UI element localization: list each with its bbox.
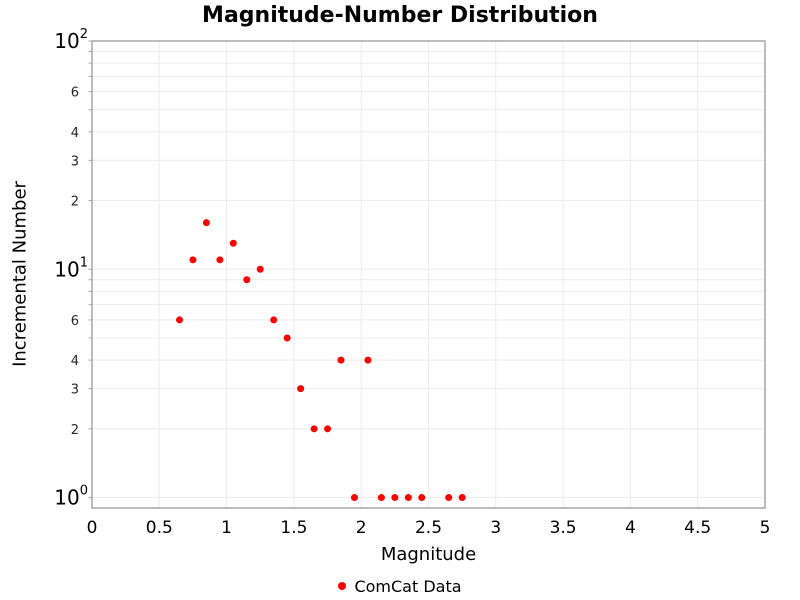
data-point [404, 494, 412, 502]
data-point [243, 276, 251, 284]
data-point [458, 494, 466, 502]
data-point [445, 494, 453, 502]
legend-label: ComCat Data [354, 576, 462, 596]
x-axis-title: Magnitude [380, 544, 477, 565]
y-minor-tick-label: 2 [71, 423, 79, 438]
y-major-tick-label: 100 [54, 484, 88, 510]
data-point [337, 356, 345, 364]
data-point [377, 494, 385, 502]
data-point [391, 494, 399, 502]
x-tick-label: 0 [87, 518, 98, 538]
legend-marker-icon [338, 582, 347, 590]
y-minor-tick-label: 4 [71, 126, 79, 141]
data-point [202, 219, 210, 227]
legend: ComCat Data [0, 576, 800, 596]
y-major-tick-label: 102 [54, 27, 88, 53]
data-point [324, 425, 332, 433]
x-tick-label: 1.5 [280, 518, 307, 538]
data-point [364, 356, 372, 364]
x-tick-label: 5 [760, 518, 771, 538]
y-minor-tick-label: 3 [71, 383, 79, 398]
data-point [216, 256, 224, 264]
plot-border [91, 40, 766, 509]
y-minor-tick-label: 6 [71, 86, 79, 101]
x-tick-label: 2 [356, 518, 367, 538]
x-tick-label: 2.5 [415, 518, 442, 538]
x-tick-label: 4 [625, 518, 636, 538]
data-point [229, 239, 237, 247]
y-minor-tick-label: 3 [71, 154, 79, 169]
chart-title: Magnitude-Number Distribution [202, 3, 598, 28]
data-point [256, 265, 264, 273]
y-minor-tick-label: 6 [71, 314, 79, 329]
data-point [297, 385, 305, 393]
x-tick-label: 4.5 [684, 518, 711, 538]
y-minor-tick-label: 2 [71, 195, 79, 210]
data-point [283, 334, 291, 342]
data-point [175, 316, 183, 324]
data-point [310, 425, 318, 433]
x-tick-label: 0.5 [146, 518, 173, 538]
x-tick-label: 1 [221, 518, 232, 538]
data-point [350, 494, 358, 502]
data-point [418, 494, 426, 502]
y-minor-tick-label: 4 [71, 354, 79, 369]
x-tick-label: 3 [490, 518, 501, 538]
data-point [189, 256, 197, 264]
data-point [270, 316, 278, 324]
y-major-tick-label: 101 [54, 255, 88, 281]
x-tick-label: 3.5 [550, 518, 577, 538]
